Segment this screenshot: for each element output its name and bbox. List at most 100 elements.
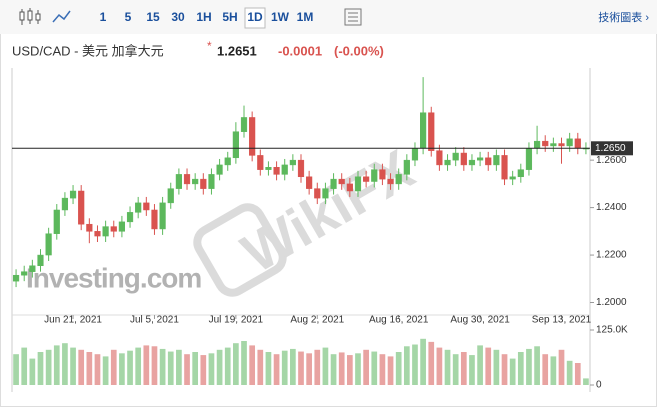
candle-body	[525, 148, 533, 170]
candle-body	[476, 157, 484, 161]
candle-body	[78, 190, 85, 225]
volume-bar	[273, 354, 280, 385]
interval-button[interactable]: 1D	[247, 10, 263, 24]
interval-button[interactable]: 1W	[271, 10, 290, 24]
candle-body	[379, 169, 386, 180]
technical-chart-link[interactable]: 技術圖表 ›	[598, 10, 649, 24]
candle-body	[224, 157, 231, 166]
volume-bar	[119, 353, 125, 385]
volume-bar	[428, 341, 435, 385]
volume-bar	[517, 352, 524, 385]
candle-body	[94, 231, 101, 237]
investing-watermark: Investing.com	[26, 262, 201, 293]
volume-bar	[13, 354, 19, 385]
volume-bar	[566, 360, 573, 385]
candle-body	[208, 174, 215, 189]
x-tick-label: Aug 30, 2021	[450, 315, 510, 326]
star: *	[207, 39, 212, 53]
candle-body	[542, 140, 549, 147]
price-change-pct: (-0.00%)	[334, 43, 384, 58]
volume-bar	[167, 351, 174, 385]
volume-bar	[371, 351, 378, 385]
volume-tick-label: 0	[596, 380, 602, 391]
candle-body	[86, 223, 93, 232]
active-interval-box	[244, 7, 266, 29]
candle-body	[216, 164, 223, 175]
volume-bar	[583, 378, 589, 385]
interval-button[interactable]: 15	[146, 10, 160, 24]
volume-bar	[412, 344, 418, 385]
volume-bar	[200, 355, 207, 385]
volume-bar	[53, 345, 60, 385]
settings-icon[interactable]	[344, 8, 362, 26]
interval-button[interactable]: 1H	[196, 10, 211, 24]
volume-bar	[159, 348, 166, 385]
candle-body	[289, 159, 296, 166]
volume-bar	[192, 352, 199, 385]
candle-body	[167, 188, 174, 204]
volume-bar	[216, 349, 223, 385]
candle-body	[533, 140, 541, 149]
candle-body	[232, 131, 239, 159]
volume-bar	[403, 346, 410, 385]
candle-body	[69, 190, 77, 199]
candle-body	[346, 183, 353, 192]
candle-icon[interactable]	[19, 8, 41, 25]
y-tick-label: 1.2600	[596, 155, 627, 166]
volume-bar	[37, 352, 44, 385]
volume-bar	[224, 347, 231, 385]
volume-bar	[355, 353, 361, 385]
volume-bar	[338, 352, 345, 385]
last-price-box	[591, 141, 633, 156]
candle-body	[37, 254, 44, 266]
candle-body	[102, 226, 109, 237]
volume-bar	[102, 356, 109, 385]
y-tick-label: 1.2200	[596, 250, 627, 261]
volume-bar	[322, 347, 329, 385]
volume-bar	[281, 350, 288, 385]
candle-body	[29, 265, 36, 272]
interval-button[interactable]: 5H	[222, 10, 237, 24]
volume-bar	[542, 354, 549, 385]
volume-bar	[436, 347, 443, 385]
candle-body	[61, 197, 69, 211]
interval-button[interactable]: 1M	[297, 10, 314, 24]
candle-body	[118, 221, 126, 232]
candle-body	[322, 188, 329, 199]
candle-body	[395, 174, 402, 185]
candle-body	[485, 157, 492, 166]
volume-bar	[208, 353, 215, 385]
candle-body	[574, 138, 581, 149]
candle-body	[126, 212, 134, 223]
volume-bar	[184, 354, 190, 385]
x-tick-label: Jun 21, 2021	[44, 315, 102, 326]
candle-body	[53, 209, 60, 234]
candle-body	[306, 176, 313, 189]
candle-body	[249, 117, 256, 156]
y-tick-label: 1.2400	[596, 202, 627, 213]
line-icon[interactable]	[52, 10, 71, 23]
y-tick-label: 1.2000	[596, 297, 627, 308]
volume-bar	[94, 354, 101, 385]
volume-bar	[526, 348, 532, 385]
volume-bar	[45, 349, 52, 385]
candle-body	[338, 178, 345, 185]
volume-bar	[477, 345, 483, 385]
volume-bar	[127, 350, 133, 385]
candle-body	[363, 176, 370, 182]
volume-bar	[233, 343, 239, 385]
candle-body	[21, 271, 28, 276]
volume-bar	[420, 338, 426, 385]
interval-button[interactable]: 1	[100, 10, 107, 24]
volume-bar	[501, 354, 508, 385]
candle-body	[371, 169, 378, 182]
candle-body	[468, 159, 476, 166]
candle-body	[509, 176, 516, 180]
volume-bar	[574, 363, 581, 385]
volume-bar	[70, 347, 76, 385]
interval-button[interactable]: 5	[125, 10, 132, 24]
last-price-label: 1.2650	[595, 143, 626, 154]
candle-body	[550, 143, 557, 147]
interval-button[interactable]: 30	[171, 10, 185, 24]
volume-bar	[314, 349, 321, 385]
